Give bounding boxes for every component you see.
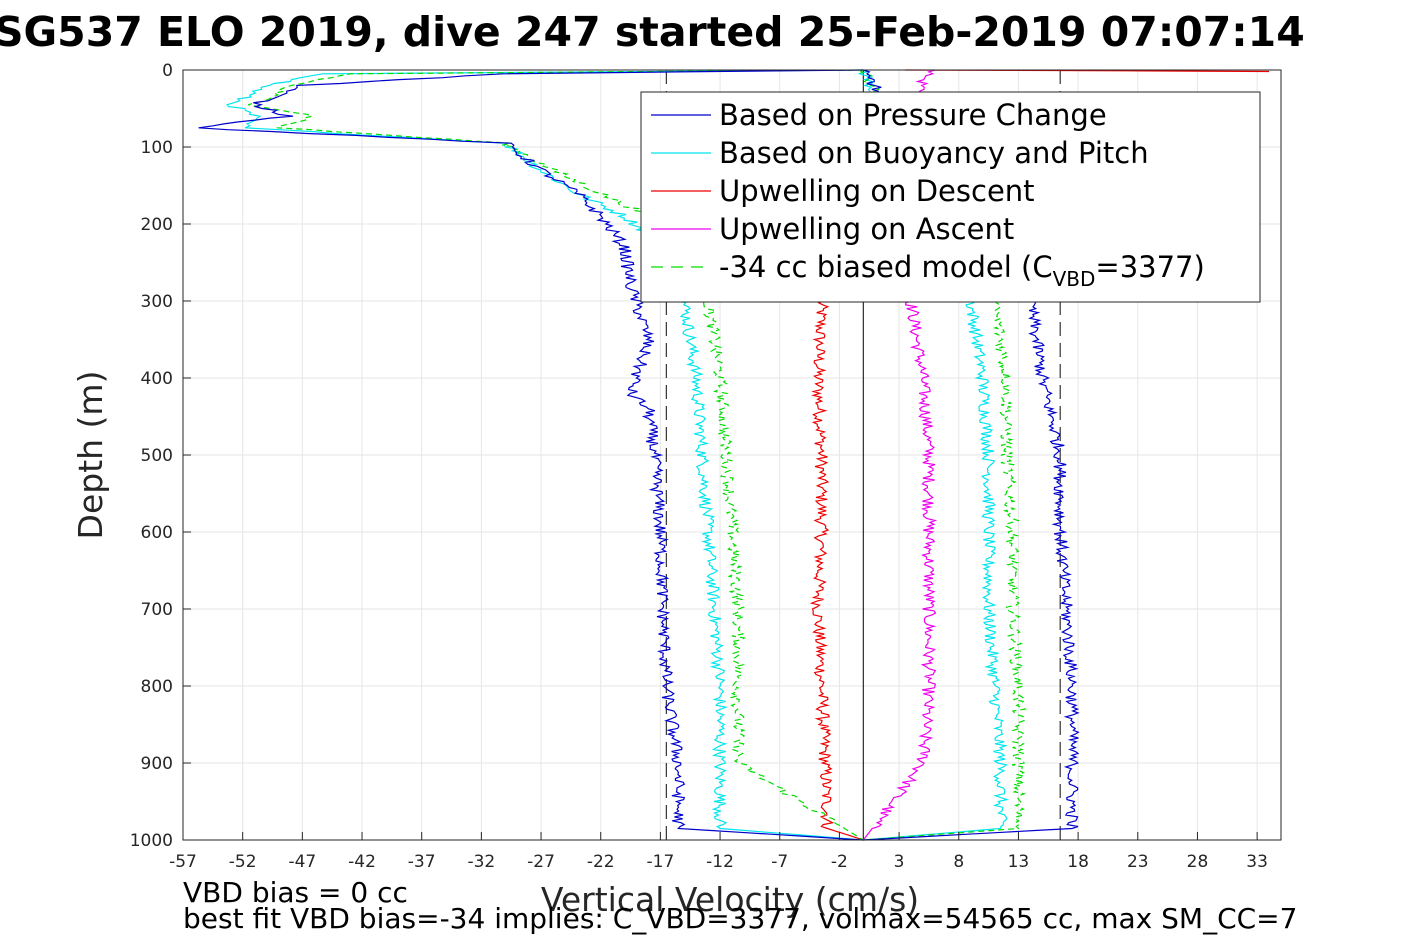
- x-tick-label-17: 28: [1187, 852, 1209, 872]
- y-tick-label-8: 800: [141, 677, 173, 697]
- legend: Based on Pressure Change Based on Buoyanc…: [640, 91, 1261, 303]
- y-tick-label-2: 200: [141, 215, 173, 235]
- x-tick-label-13: 8: [953, 852, 964, 872]
- x-tick-label-7: -22: [587, 852, 615, 872]
- series-0-line-0: [198, 69, 864, 841]
- x-tick-label-11: -2: [831, 852, 848, 872]
- y-tick-label-6: 600: [141, 523, 173, 543]
- legend-label-0: Based on Pressure Change: [719, 98, 1107, 132]
- y-tick-label-5: 500: [141, 446, 173, 466]
- y-tick-labels: 0 100 200 300 400 500 600 700 800 900 1000: [130, 61, 191, 851]
- x-tick-label-1: -52: [229, 852, 257, 872]
- x-tick-label-4: -37: [408, 852, 436, 872]
- chart-title: SG537 ELO 2019, dive 247 started 25-Feb-…: [0, 8, 1305, 56]
- y-tick-label-7: 700: [141, 600, 173, 620]
- x-tick-label-5: -32: [467, 852, 495, 872]
- x-tick-label-15: 18: [1067, 852, 1089, 872]
- x-tick-label-14: 13: [1008, 852, 1030, 872]
- y-tick-label-4: 400: [141, 369, 173, 389]
- y-tick-label-9: 900: [141, 754, 173, 774]
- legend-label-3: Upwelling on Ascent: [719, 212, 1014, 246]
- x-tick-label-18: 33: [1246, 852, 1268, 872]
- footer-line-2: best fit VBD bias=-34 implies: C_VBD=337…: [183, 902, 1297, 935]
- series-4-line-0: [247, 69, 864, 841]
- footer-line-1: VBD bias = 0 cc: [183, 876, 408, 909]
- series-group: [198, 69, 1270, 841]
- x-tick-label-2: -47: [288, 852, 316, 872]
- x-tick-label-16: 23: [1127, 852, 1149, 872]
- y-tick-label-0: 0: [162, 61, 173, 81]
- legend-label-2: Upwelling on Descent: [719, 174, 1035, 208]
- x-tick-label-3: -42: [348, 852, 376, 872]
- legend-label-4: -34 cc biased model (CVBD=3377): [719, 250, 1205, 291]
- series-2-line-0: [809, 300, 864, 841]
- legend-box: [640, 91, 1261, 303]
- series-4-line-1: [859, 69, 1028, 841]
- x-tick-label-12: 3: [894, 852, 905, 872]
- x-tick-label-9: -12: [706, 852, 734, 872]
- y-tick-label-3: 300: [141, 292, 173, 312]
- y-tick-label-1: 100: [141, 138, 173, 158]
- x-tick-label-0: -57: [169, 852, 197, 872]
- x-tick-label-10: -7: [771, 852, 788, 872]
- y-axis-label: Depth (m): [71, 371, 110, 540]
- x-tick-labels: -57 -52 -47 -42 -37 -32 -27 -22 -17 -12 -7 -2 3 8 13 18…: [169, 832, 1268, 872]
- legend-label-1: Based on Buoyancy and Pitch: [719, 136, 1149, 170]
- x-axis-label: Vertical Velocity (cm/s): [541, 880, 919, 919]
- y-tick-label-10: 1000: [130, 831, 173, 851]
- x-tick-label-6: -27: [527, 852, 555, 872]
- x-tick-label-8: -17: [647, 852, 675, 872]
